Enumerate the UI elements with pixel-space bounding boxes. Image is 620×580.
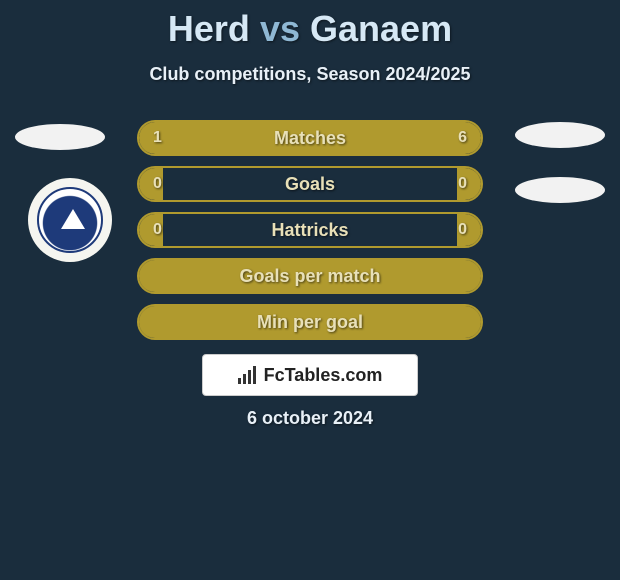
- player1-avatar-placeholder: [15, 124, 105, 150]
- date-text: 6 october 2024: [0, 408, 620, 429]
- player1-club-badge: [28, 178, 112, 262]
- brand-box[interactable]: FcTables.com: [202, 354, 418, 396]
- stat-label: Matches: [139, 128, 481, 149]
- stat-label: Hattricks: [139, 220, 481, 241]
- stat-row: Min per goal: [137, 304, 483, 340]
- bar-chart-icon: [238, 366, 258, 384]
- stat-row: Goals per match: [137, 258, 483, 294]
- vs-text: vs: [260, 8, 300, 49]
- subtitle: Club competitions, Season 2024/2025: [0, 64, 620, 85]
- stat-row: 00Hattricks: [137, 212, 483, 248]
- player2-avatar-placeholder: [515, 122, 605, 148]
- stats-container: 16Matches 00Goals 00Hattricks Goals per mat…: [137, 120, 483, 350]
- stat-label: Goals: [139, 174, 481, 195]
- club-crest-icon: [37, 187, 103, 253]
- stat-label: Min per goal: [139, 312, 481, 333]
- stat-row: 16Matches: [137, 120, 483, 156]
- brand-text: FcTables.com: [264, 365, 383, 386]
- stat-label: Goals per match: [139, 266, 481, 287]
- player2-name: Ganaem: [310, 8, 452, 49]
- player1-name: Herd: [168, 8, 250, 49]
- player2-club-placeholder: [515, 177, 605, 203]
- page-title: Herd vs Ganaem: [0, 0, 620, 50]
- stat-row: 00Goals: [137, 166, 483, 202]
